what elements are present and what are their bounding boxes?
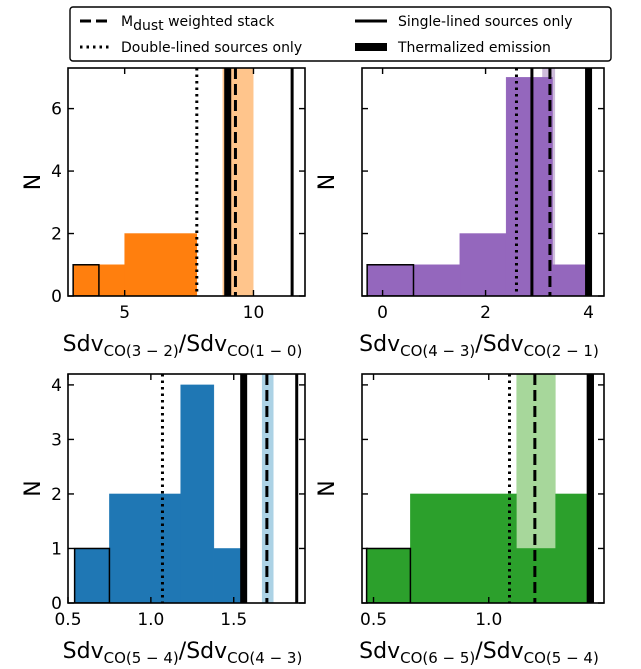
single-lined-bar xyxy=(365,547,412,603)
x-tick-label-0: 0 xyxy=(377,303,388,323)
x-axis-label: SdvCO(3 − 2)/SdvCO(1 − 0) xyxy=(63,332,303,360)
x-tick-label-1: 10 xyxy=(243,303,265,323)
legend-single-label: Single-lined sources only xyxy=(398,14,573,30)
x-axis-label-subscript: CO(6 − 5) xyxy=(400,649,475,667)
single-lined-bar xyxy=(73,547,111,603)
x-tick-label-1: 1.0 xyxy=(475,610,502,630)
axes-frame xyxy=(67,67,306,297)
histogram-bar-1 xyxy=(413,264,461,296)
histogram-bar-3 xyxy=(213,548,243,603)
x-axis-label-text: Sdv xyxy=(359,332,400,357)
x-axis-label-subscript: CO(3 − 2) xyxy=(104,342,179,360)
y-axis-label: N xyxy=(315,174,340,190)
histogram-bar-0 xyxy=(72,264,100,296)
histogram-bar-2 xyxy=(459,233,507,296)
x-tick-label-0: 0.5 xyxy=(360,610,387,630)
histogram-bar-0 xyxy=(366,264,414,296)
y-axis-label: N xyxy=(21,174,46,190)
panel-top-right: 0 2 4 N SdvCO(4 − 3)/SdvCO(2 − 1) xyxy=(315,67,605,360)
x-axis-label-text: Sdv xyxy=(359,639,400,664)
legend-stack-label: Mdust weighted stack xyxy=(121,14,275,34)
histogram-bar-0 xyxy=(366,548,411,603)
x-axis-label-text: /Sdv xyxy=(179,332,227,357)
legend-frame xyxy=(69,6,612,62)
x-tick-label-2: 4 xyxy=(583,303,594,323)
histogram-bar-4 xyxy=(552,264,589,296)
y-axis-label: N xyxy=(315,480,340,496)
axes-frame xyxy=(67,373,306,604)
x-axis-label-text: /Sdv xyxy=(179,639,227,664)
y-tick-label-3: 6 xyxy=(51,100,62,120)
x-axis-label-subscript: CO(5 − 4) xyxy=(104,649,179,667)
y-tick-label-2: 2 xyxy=(51,485,62,505)
histogram-bar-2 xyxy=(124,233,198,296)
x-axis-label: SdvCO(5 − 4)/SdvCO(4 − 3) xyxy=(63,639,303,667)
panel-top-left: 5 10 0 2 4 6 N SdvCO(3 − 2)/SdvCO(1 − 0) xyxy=(21,67,306,360)
histogram-bar-3 xyxy=(505,77,553,296)
legend-thermal-label: Thermalized emission xyxy=(397,40,551,56)
x-axis-label-text: Sdv xyxy=(63,639,104,664)
x-tick-label-0: 5 xyxy=(119,303,130,323)
plot-area xyxy=(366,68,593,296)
plot-area xyxy=(72,68,294,296)
histogram-bar-1 xyxy=(98,264,125,296)
x-tick-label-1: 2 xyxy=(480,303,491,323)
histogram-bar-1 xyxy=(109,493,181,603)
x-tick-label-0: 0.5 xyxy=(54,610,81,630)
x-axis-label-text: /Sdv xyxy=(475,332,523,357)
x-tick-label-2: 1.5 xyxy=(220,610,247,630)
y-tick-label-0: 0 xyxy=(51,287,62,307)
x-axis-label-subscript: CO(5 − 4) xyxy=(524,649,599,667)
x-axis-label-text: Sdv xyxy=(63,332,104,357)
histogram-bar-2 xyxy=(180,384,215,603)
plot-area xyxy=(365,374,594,603)
x-axis-label-subscript: CO(2 − 1) xyxy=(524,342,599,360)
panel-bottom-right: 0.5 1.0 N SdvCO(6 − 5)/SdvCO(5 − 4) xyxy=(315,373,605,667)
y-tick-label-4: 4 xyxy=(51,376,62,396)
histogram-bar-0 xyxy=(74,548,110,603)
y-tick-label-1: 2 xyxy=(51,225,62,245)
x-axis-label-text: /Sdv xyxy=(475,639,523,664)
axes-frame xyxy=(361,373,605,604)
legend-double-label: Double-lined sources only xyxy=(121,40,302,56)
y-axis-label: N xyxy=(21,480,46,496)
x-axis-label-subscript: CO(4 − 3) xyxy=(227,649,302,667)
legend: Mdust weighted stack Double-lined source… xyxy=(69,6,612,62)
histogram-bar-3 xyxy=(555,493,593,603)
y-tick-label-1: 1 xyxy=(51,539,62,559)
histogram-bar-1 xyxy=(410,493,517,603)
x-axis-label-subscript: CO(4 − 3) xyxy=(400,342,475,360)
plot-area xyxy=(73,374,299,603)
y-tick-label-0: 0 xyxy=(51,594,62,614)
x-axis-label: SdvCO(4 − 3)/SdvCO(2 − 1) xyxy=(359,332,599,360)
x-axis-label: SdvCO(6 − 5)/SdvCO(5 − 4) xyxy=(359,639,599,667)
y-tick-label-2: 4 xyxy=(51,162,62,182)
panel-bottom-left: 0.5 1.0 1.5 0 1 2 3 4 N SdvCO(5 − 4)/SdvCO(4 − 3) xyxy=(21,373,306,667)
y-tick-label-3: 3 xyxy=(51,430,62,450)
x-tick-label-1: 1.0 xyxy=(137,610,164,630)
x-axis-label-subscript: CO(1 − 0) xyxy=(227,342,302,360)
axes-frame xyxy=(361,67,605,297)
